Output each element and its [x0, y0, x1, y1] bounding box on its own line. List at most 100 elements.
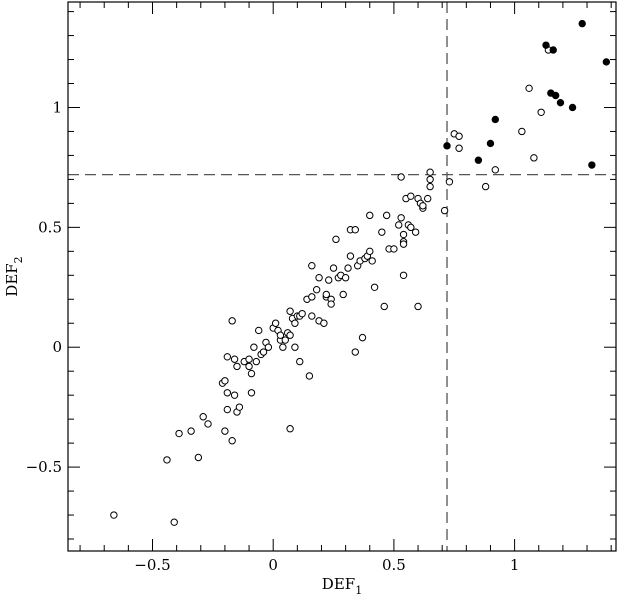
open-data-point — [315, 273, 323, 282]
open-data-point — [399, 240, 408, 248]
y-axis-title: DEF2 — [3, 256, 25, 296]
open-data-point — [204, 420, 212, 428]
open-data-point — [424, 194, 432, 203]
open-data-point — [264, 343, 273, 351]
open-data-point — [298, 309, 306, 318]
open-data-point — [537, 108, 545, 116]
open-data-point — [491, 166, 499, 174]
open-data-point — [366, 247, 374, 256]
open-data-point — [455, 132, 463, 140]
data-points — [110, 19, 611, 526]
filled-data-point — [602, 58, 611, 66]
open-data-point — [221, 377, 229, 385]
open-data-point — [276, 331, 285, 339]
open-data-point — [259, 348, 268, 356]
open-data-point — [346, 252, 355, 260]
open-data-point — [327, 300, 335, 308]
open-data-point — [530, 154, 538, 162]
filled-data-point — [588, 161, 596, 169]
open-data-point — [426, 168, 434, 176]
open-data-point — [271, 319, 280, 327]
filled-data-point — [551, 91, 560, 100]
open-data-point — [399, 230, 408, 239]
open-data-point — [281, 336, 289, 344]
open-data-point — [291, 343, 299, 351]
open-data-point — [194, 453, 203, 462]
open-data-point — [199, 413, 207, 421]
filled-data-point — [549, 46, 557, 54]
open-data-point — [397, 214, 405, 222]
x-tick-label: −0.5 — [134, 556, 170, 574]
open-data-point — [358, 333, 367, 342]
open-data-point — [296, 357, 304, 366]
filled-data-point — [474, 156, 483, 164]
open-data-point — [366, 211, 374, 220]
open-data-point — [395, 221, 403, 229]
open-data-point — [518, 127, 526, 136]
open-data-point — [351, 348, 359, 356]
open-data-point — [351, 226, 359, 234]
open-data-point — [247, 369, 256, 378]
open-data-point — [407, 223, 415, 232]
filled-data-point — [568, 103, 577, 112]
open-data-point — [223, 353, 232, 361]
open-data-point — [411, 228, 420, 236]
open-data-point — [163, 456, 171, 464]
open-data-point — [407, 192, 415, 200]
open-data-point — [378, 228, 386, 236]
open-data-point — [426, 182, 434, 191]
open-data-point — [390, 245, 398, 253]
open-data-point — [370, 283, 379, 291]
open-data-point — [481, 182, 490, 191]
axis-ticks — [68, 2, 616, 551]
y-tick-label: 0.5 — [38, 218, 62, 236]
open-data-point — [344, 264, 352, 272]
x-axis-title-main: DEF — [322, 575, 355, 593]
filled-data-point — [542, 41, 550, 49]
open-data-point — [525, 84, 533, 93]
open-data-point — [399, 271, 408, 280]
open-data-point — [230, 391, 239, 399]
filled-data-point — [486, 139, 495, 148]
y-tick-label: −0.5 — [26, 458, 62, 476]
plot-frame — [67, 1, 617, 552]
x-tick-label: 1 — [510, 556, 520, 574]
open-data-point — [308, 293, 316, 301]
filled-data-point — [443, 142, 451, 150]
open-data-point — [440, 206, 449, 215]
y-tick-label: 0 — [52, 338, 62, 356]
filled-data-point — [578, 19, 586, 28]
open-data-point — [228, 437, 236, 445]
open-data-point — [320, 319, 328, 327]
open-data-point — [325, 276, 333, 284]
open-data-point — [380, 302, 388, 311]
filled-data-point — [556, 98, 565, 107]
open-data-point — [286, 307, 294, 315]
open-data-point — [223, 389, 232, 397]
open-data-point — [322, 290, 331, 299]
open-data-point — [252, 357, 260, 366]
open-data-point — [247, 389, 256, 397]
open-data-point — [228, 317, 236, 325]
open-data-point — [332, 235, 340, 244]
open-data-point — [455, 144, 463, 152]
open-data-point — [419, 202, 427, 210]
y-tick-label: 1 — [52, 98, 62, 116]
open-data-point — [329, 264, 338, 272]
open-data-point — [279, 343, 287, 351]
open-data-point — [397, 173, 405, 181]
open-data-point — [110, 511, 118, 519]
open-data-point — [291, 319, 299, 327]
open-data-point — [426, 175, 434, 184]
open-data-point — [245, 362, 253, 371]
open-data-point — [286, 425, 294, 433]
open-data-point — [187, 427, 195, 435]
open-data-point — [233, 362, 241, 371]
open-data-point — [235, 403, 244, 411]
open-data-point — [382, 211, 391, 220]
open-data-point — [341, 273, 350, 282]
reference-lines — [68, 2, 616, 551]
x-axis-title-sub: 1 — [355, 584, 362, 596]
open-data-point — [255, 326, 263, 335]
